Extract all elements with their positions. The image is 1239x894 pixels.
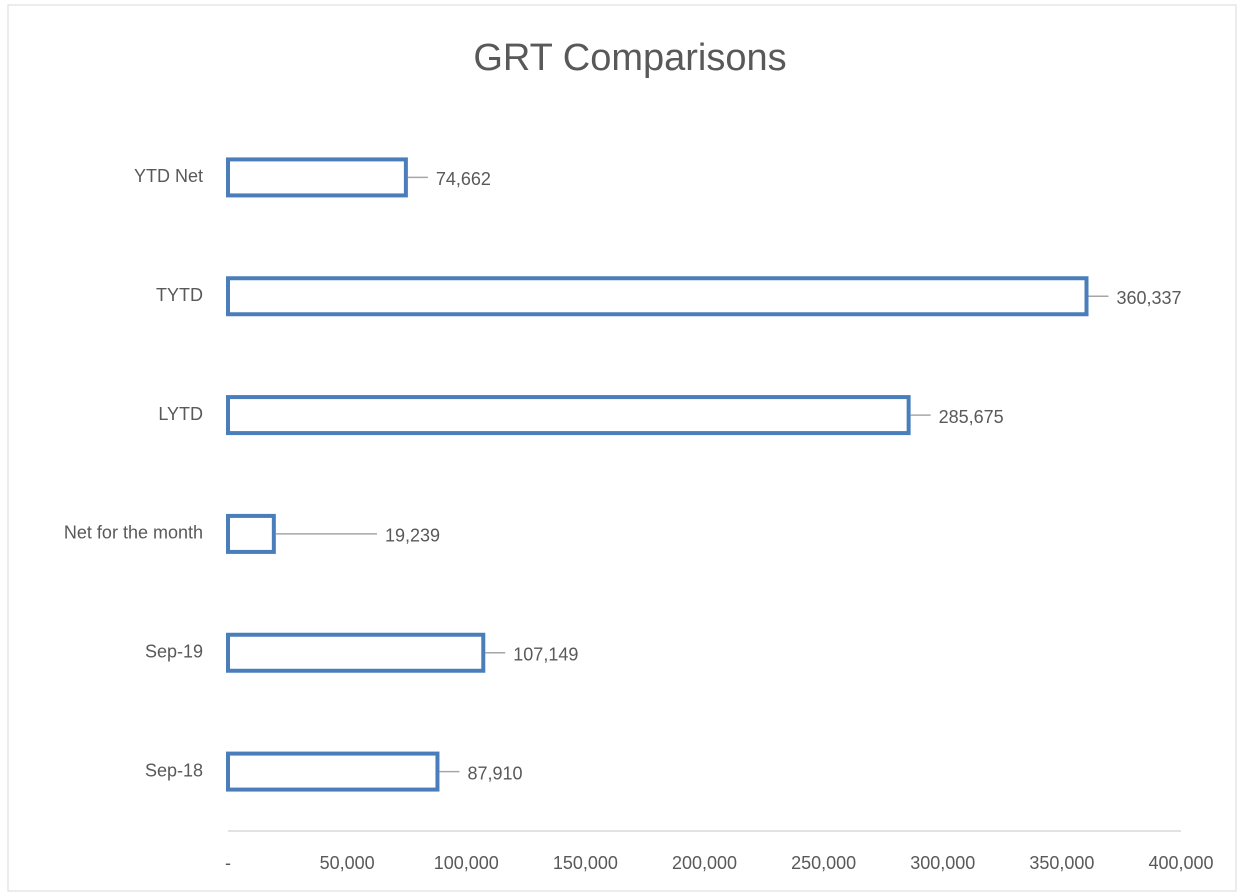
x-tick-label: 100,000: [434, 853, 499, 873]
bar: [226, 157, 408, 198]
chart-frame: [7, 4, 1237, 892]
bar: [226, 276, 1089, 317]
data-label: 107,149: [513, 645, 578, 665]
bar: [226, 395, 911, 436]
data-label: 285,675: [939, 407, 1004, 427]
y-tick-label: Net for the month: [64, 523, 203, 543]
y-tick-label: LYTD: [158, 404, 203, 424]
x-tick-label: 50,000: [320, 853, 375, 873]
y-tick-label: YTD Net: [134, 166, 203, 186]
data-label: 74,662: [436, 169, 491, 189]
y-tick-label: Sep-18: [145, 760, 203, 780]
data-label: 87,910: [467, 763, 522, 783]
data-label: 360,337: [1117, 288, 1182, 308]
x-tick-label: -: [225, 853, 231, 873]
x-tick-label: 250,000: [791, 853, 856, 873]
data-label: 19,239: [385, 526, 440, 546]
y-tick-label: TYTD: [156, 285, 203, 305]
x-tick-label: 150,000: [553, 853, 618, 873]
y-tick-label: Sep-19: [145, 642, 203, 662]
bar: [226, 632, 486, 673]
chart-title: GRT Comparisons: [473, 37, 786, 79]
x-tick-label: 350,000: [1029, 853, 1094, 873]
x-tick-label: 400,000: [1148, 853, 1213, 873]
bar: [226, 513, 276, 554]
x-tick-label: 300,000: [910, 853, 975, 873]
bar: [226, 751, 440, 792]
x-tick-label: 200,000: [672, 853, 737, 873]
